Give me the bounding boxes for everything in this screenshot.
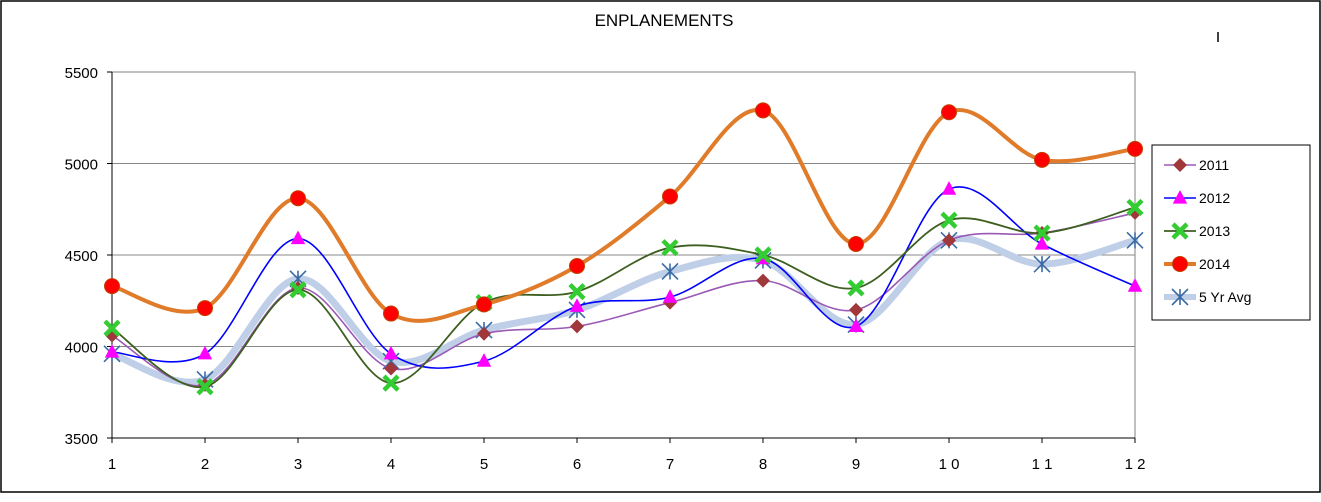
legend-entry: 2012: [1164, 190, 1230, 206]
data-point-marker: [754, 246, 772, 264]
x-tick-label: 1 0: [939, 456, 960, 473]
y-tick-label: 3500: [65, 431, 98, 448]
x-tick-label: 7: [666, 456, 674, 473]
data-point-marker: [103, 319, 121, 337]
data-point-marker: [569, 257, 585, 274]
data-point-marker: [384, 361, 398, 376]
data-point-marker: [661, 262, 679, 281]
legend-label: 2014: [1199, 256, 1230, 272]
data-point-marker: [1171, 222, 1189, 240]
data-point-marker: [197, 300, 213, 317]
legend: 2011 2012 2013 2014 5 Yr Avg: [1151, 144, 1311, 321]
x-tick-label: 6: [573, 456, 581, 473]
x-tick-label: 1: [108, 456, 116, 473]
legend-label: 2013: [1199, 223, 1230, 239]
chart-title: ENPLANEMENTS: [595, 11, 734, 30]
series-line: [111, 186, 1136, 369]
legend-entry: 5 Yr Avg: [1164, 288, 1251, 306]
data-point-marker: [755, 102, 771, 119]
x-tick-label: 8: [759, 456, 767, 473]
data-point-marker: [1171, 288, 1189, 306]
data-point-marker: [941, 181, 957, 195]
data-point-marker: [476, 353, 492, 367]
data-point-marker: [570, 319, 584, 334]
data-point-marker: [104, 343, 120, 358]
y-tick-label: 5500: [65, 65, 98, 82]
data-point-marker: [289, 281, 307, 299]
data-point-marker: [382, 374, 400, 392]
data-point-marker: [290, 190, 306, 207]
data-point-marker: [1126, 198, 1144, 217]
y-tick-label: 5000: [65, 157, 98, 174]
data-point-marker: [383, 345, 399, 360]
x-tick-label: 1 2: [1125, 456, 1146, 473]
data-point-marker: [1172, 190, 1188, 204]
data-point-marker: [1127, 278, 1143, 292]
x-tick-label: 1 1: [1032, 456, 1053, 473]
x-tick-label: 9: [852, 456, 860, 473]
data-point-marker: [476, 296, 492, 313]
data-point-marker: [1126, 231, 1144, 249]
series-2014: [104, 102, 1143, 323]
x-tick-label: 3: [294, 456, 302, 473]
y-tick-label: 4000: [65, 340, 98, 357]
x-tick-label: 5: [480, 456, 488, 473]
legend-entry: 2014: [1164, 256, 1230, 272]
data-point-marker: [662, 289, 678, 303]
data-point-marker: [942, 233, 956, 248]
data-point-marker: [1172, 256, 1188, 272]
plot-area: 3500 4000 4500 5000 5500 1 2 3 4 5 6 7 8 9 1 0 1 1 1 2: [65, 65, 1146, 473]
data-point-marker: [1033, 255, 1051, 273]
data-point-marker: [197, 345, 213, 360]
y-tick-label: 4500: [65, 248, 98, 265]
legend-label: 2011: [1199, 157, 1229, 173]
data-point-marker: [1034, 236, 1050, 250]
x-tick-label: 4: [387, 456, 395, 473]
series-2013: [103, 198, 1144, 396]
legend-label: 5 Yr Avg: [1199, 289, 1251, 305]
data-point-marker: [661, 239, 679, 257]
data-point-marker: [1033, 224, 1051, 242]
data-point-marker: [196, 378, 214, 396]
data-point-marker: [383, 305, 399, 322]
data-point-marker: [1034, 151, 1050, 168]
data-point-marker: [1173, 158, 1187, 172]
x-tick-label: 2: [201, 456, 209, 473]
data-point-marker: [569, 298, 585, 312]
data-point-marker: [847, 279, 865, 297]
data-point-marker: [940, 211, 958, 229]
data-point-marker: [477, 326, 491, 341]
data-point-marker: [848, 236, 864, 253]
data-point-marker: [568, 283, 586, 301]
data-point-marker: [104, 278, 120, 295]
data-point-marker: [756, 273, 770, 288]
data-point-marker: [1127, 140, 1143, 157]
legend-entry: 2011: [1164, 157, 1229, 173]
data-point-marker: [848, 318, 864, 332]
legend-label: 2012: [1199, 190, 1230, 206]
data-point-marker: [941, 104, 957, 121]
data-point-marker: [290, 230, 306, 245]
legend-entry: 2013: [1164, 222, 1230, 240]
data-point-marker: [662, 188, 678, 205]
data-point-marker: [849, 302, 863, 317]
